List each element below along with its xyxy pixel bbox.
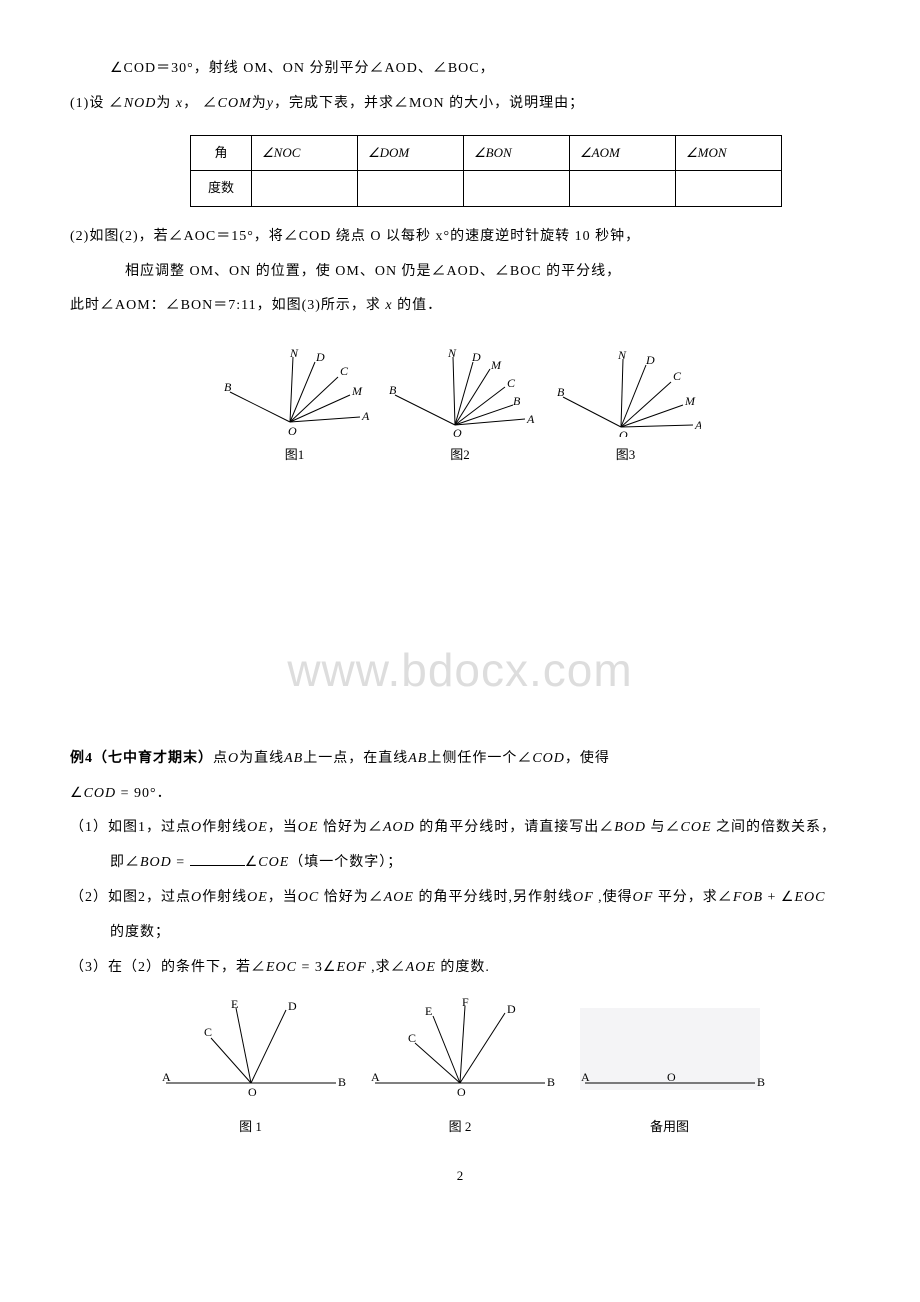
page-number: 2 [70, 1162, 850, 1191]
fig-b3: A B O [575, 998, 765, 1098]
svg-text:B: B [224, 380, 232, 394]
svg-text:B: B [338, 1075, 346, 1089]
svg-text:N: N [617, 348, 627, 362]
svg-text:C: C [673, 369, 682, 383]
svg-text:O: O [457, 1085, 466, 1098]
svg-text:B: B [557, 385, 565, 399]
line-4: (2)如图(2)，若∠AOC＝15°，将∠COD 绕点 O 以每秒 x°的速度逆… [70, 222, 850, 253]
fig-b1: A B O C E D [156, 998, 346, 1098]
svg-text:F: F [462, 998, 469, 1009]
fig2-svg: O A B C M D N B [385, 347, 535, 437]
fig3-svg: O A M C D N B [551, 347, 701, 437]
svg-text:A: A [581, 1070, 590, 1084]
q1: （1）如图1，过点O作射线OE，当OE 恰好为∠AOD 的角平分线时，请直接写出… [70, 813, 850, 844]
fig1-svg: O A M C D N B [220, 347, 370, 437]
svg-text:O: O [619, 428, 628, 437]
svg-text:A: A [162, 1070, 171, 1084]
angle-table: 角 ∠NOC ∠DOM ∠BON ∠AOM ∠MON 度数 [190, 135, 782, 207]
svg-text:D: D [315, 350, 325, 364]
svg-text:A: A [694, 418, 701, 432]
svg-text:B: B [389, 383, 397, 397]
fig-b2: A B O C E F D [365, 998, 555, 1098]
svg-text:M: M [490, 358, 502, 372]
svg-text:M: M [684, 394, 696, 408]
svg-text:D: D [288, 999, 297, 1013]
svg-text:D: D [471, 350, 481, 364]
svg-text:A: A [371, 1070, 380, 1084]
q3: （3）在（2）的条件下，若∠EOC = 3∠EOF ,求∠AOE 的度数. [70, 953, 850, 984]
q2-2: 的度数； [70, 918, 850, 949]
svg-text:E: E [425, 1004, 432, 1018]
svg-text:N: N [447, 347, 457, 360]
svg-text:M: M [351, 384, 363, 398]
svg-text:A: A [526, 412, 535, 426]
q2: （2）如图2，过点O作射线OE，当OC 恰好为∠AOE 的角平分线时,另作射线O… [70, 883, 850, 914]
ex4-title: 例4（七中育才期末）点O为直线AB上一点，在直线AB上侧任作一个∠COD，使得 [70, 744, 850, 775]
svg-text:N: N [289, 347, 299, 360]
svg-text:B: B [547, 1075, 555, 1089]
figure-set-1: O A M C D N B 图1 O A [70, 347, 850, 470]
svg-text:O: O [453, 426, 462, 437]
figure-set-2: A B O C E D 图 1 A B O C E [70, 998, 850, 1141]
svg-text:A: A [361, 409, 370, 423]
svg-text:C: C [204, 1025, 212, 1039]
line-1: ∠COD＝30°，射线 OM、ON 分别平分∠AOD、∠BOC， [70, 54, 850, 85]
q1-2: 即∠BOD = ∠COE（填一个数字）； [70, 848, 850, 879]
svg-text:O: O [288, 424, 297, 437]
line-6: 此时∠AOM：∠BON＝7:11，如图(3)所示，求 x 的值． [70, 291, 850, 322]
ex4-title2: ∠COD = 90°． [70, 779, 850, 810]
svg-text:O: O [248, 1085, 257, 1098]
svg-text:C: C [340, 364, 349, 378]
svg-text:C: C [408, 1031, 416, 1045]
line-2: (1)设 ∠NOD为 x， ∠COM为y，完成下表，并求∠MON 的大小，说明理… [70, 89, 850, 120]
svg-text:E: E [231, 998, 238, 1011]
svg-text:D: D [645, 353, 655, 367]
svg-text:D: D [507, 1002, 516, 1016]
svg-text:C: C [507, 376, 516, 390]
svg-text:B: B [757, 1075, 765, 1089]
svg-text:O: O [667, 1070, 676, 1084]
line-5: 相应调整 OM、ON 的位置，使 OM、ON 仍是∠AOD、∠BOC 的平分线， [70, 257, 850, 288]
svg-text:B: B [513, 394, 521, 408]
